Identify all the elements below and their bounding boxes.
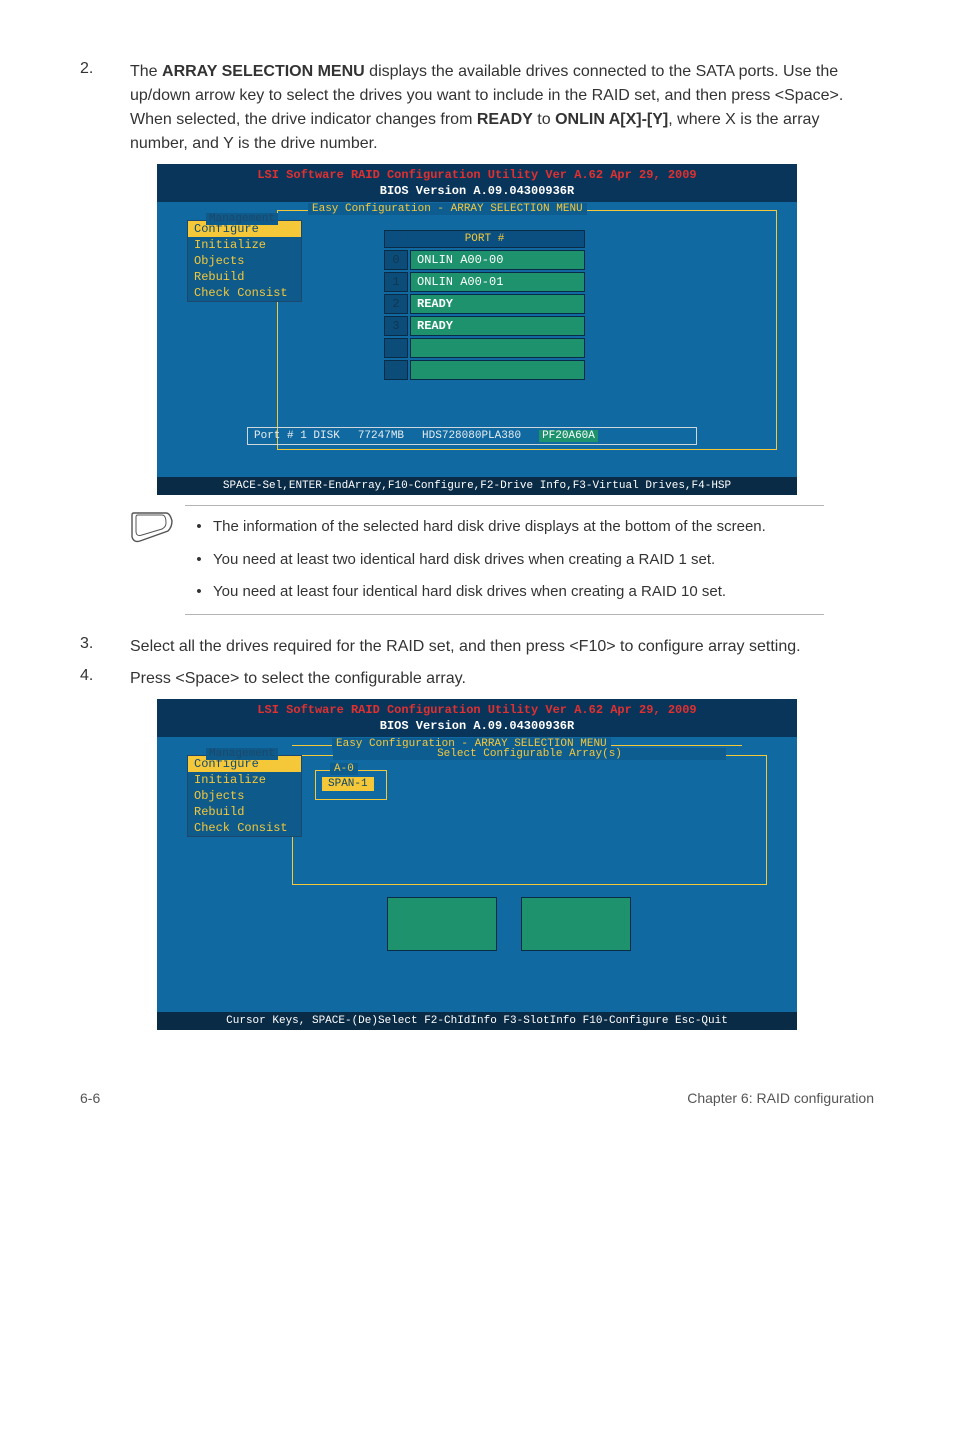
bios1-fieldset-title: Easy Configuration - ARRAY SELECTION MEN… bbox=[308, 203, 587, 215]
bios1-mgmt-menu: Management Configure Initialize Objects … bbox=[187, 220, 302, 302]
bios1-mgmt-3[interactable]: Rebuild bbox=[188, 269, 301, 285]
bios2-title-l2: BIOS Version A.09.04300936R bbox=[157, 718, 797, 734]
bios2-body: Easy Configuration - ARRAY SELECTION MEN… bbox=[157, 737, 797, 1012]
step-4-body: Press <Space> to select the configurable… bbox=[130, 667, 874, 691]
bios1-r2-val[interactable]: READY bbox=[410, 294, 585, 314]
bios1-r0-idx: 0 bbox=[384, 250, 408, 270]
step2-b2: READY bbox=[477, 111, 533, 128]
bios2-mgmt-2[interactable]: Objects bbox=[188, 788, 301, 804]
bios2-mgmt-title: Management bbox=[206, 748, 278, 760]
bios2-mgmt-menu: Management Configure Initialize Objects … bbox=[187, 755, 302, 837]
note-2: • You need at least two identical hard d… bbox=[185, 549, 824, 572]
bios2-title-bar: LSI Software RAID Configuration Utility … bbox=[157, 699, 797, 737]
step-2-num: 2. bbox=[80, 60, 130, 156]
bios2-box-2 bbox=[521, 897, 631, 951]
bios1-mgmt-1[interactable]: Initialize bbox=[188, 237, 301, 253]
page-footer-right: Chapter 6: RAID configuration bbox=[687, 1090, 874, 1106]
bullet-dot: • bbox=[185, 581, 213, 604]
bios1-disk-c2: 77247MB bbox=[358, 430, 404, 442]
step2-t1: The bbox=[130, 63, 162, 80]
note-icon bbox=[130, 505, 185, 615]
bios2-mgmt-3[interactable]: Rebuild bbox=[188, 804, 301, 820]
bios1-mgmt-2[interactable]: Objects bbox=[188, 253, 301, 269]
bios2-dialog: Select Configurable Array(s) A-0 SPAN-1 bbox=[292, 755, 767, 885]
bios1-r1-val[interactable]: ONLIN A00-01 bbox=[410, 272, 585, 292]
bios1-title-bar: LSI Software RAID Configuration Utility … bbox=[157, 164, 797, 202]
step2-b3: ONLIN A[X]-[Y] bbox=[555, 111, 668, 128]
step-4: 4. Press <Space> to select the configura… bbox=[80, 667, 874, 691]
bios2-a0-val: SPAN-1 bbox=[322, 777, 374, 791]
bios1-footer: SPACE-Sel,ENTER-EndArray,F10-Configure,F… bbox=[157, 477, 797, 495]
bios2-mgmt-4[interactable]: Check Consist bbox=[188, 820, 301, 836]
step2-t3: to bbox=[533, 111, 555, 128]
bios1-disk-c4: PF20A60A bbox=[539, 430, 598, 442]
step-3: 3. Select all the drives required for th… bbox=[80, 635, 874, 659]
bios1-port-table: PORT # 0ONLIN A00-00 1ONLIN A00-01 2READ… bbox=[382, 228, 587, 382]
bios1-title-l2: BIOS Version A.09.04300936R bbox=[157, 183, 797, 199]
bios1-disk-c3: HDS728080PLA380 bbox=[422, 430, 521, 442]
bios1-r1-idx: 1 bbox=[384, 272, 408, 292]
bios1-mgmt-4[interactable]: Check Consist bbox=[188, 285, 301, 301]
note-1-text: The information of the selected hard dis… bbox=[213, 516, 766, 539]
bios2-footer: Cursor Keys, SPACE-(De)Select F2-ChIdInf… bbox=[157, 1012, 797, 1030]
step2-b1: ARRAY SELECTION MENU bbox=[162, 63, 365, 80]
bios1-r4-val bbox=[410, 338, 585, 358]
bios1-r4-idx bbox=[384, 338, 408, 358]
bios2-dialog-title: Select Configurable Array(s) bbox=[333, 748, 726, 760]
step-2: 2. The ARRAY SELECTION MENU displays the… bbox=[80, 60, 874, 156]
bios2-empty-boxes bbox=[387, 897, 631, 951]
note-1: • The information of the selected hard d… bbox=[185, 516, 824, 539]
bullet-dot: • bbox=[185, 549, 213, 572]
step-2-body: The ARRAY SELECTION MENU displays the av… bbox=[130, 60, 874, 156]
bios2-a0-box[interactable]: A-0 SPAN-1 bbox=[315, 770, 387, 800]
note-3-text: You need at least four identical hard di… bbox=[213, 581, 726, 604]
bios1-disk-c1: Port # 1 DISK bbox=[254, 430, 340, 442]
step-4-num: 4. bbox=[80, 667, 130, 691]
bios1-r3-idx: 3 bbox=[384, 316, 408, 336]
bios1-port-header: PORT # bbox=[384, 230, 585, 248]
bios1-title-red: LSI Software RAID Configuration Utility … bbox=[157, 167, 797, 183]
bios-screenshot-1: LSI Software RAID Configuration Utility … bbox=[157, 164, 797, 495]
bios2-box-1 bbox=[387, 897, 497, 951]
bios1-r5-idx bbox=[384, 360, 408, 380]
note-block: • The information of the selected hard d… bbox=[130, 505, 824, 615]
bios-screenshot-2: LSI Software RAID Configuration Utility … bbox=[157, 699, 797, 1030]
page-footer-left: 6-6 bbox=[80, 1090, 100, 1106]
bios1-r3-val[interactable]: READY bbox=[410, 316, 585, 336]
bullet-dot: • bbox=[185, 516, 213, 539]
bios1-r0-val[interactable]: ONLIN A00-00 bbox=[410, 250, 585, 270]
bios1-body: Easy Configuration - ARRAY SELECTION MEN… bbox=[157, 202, 797, 477]
bios2-title-red: LSI Software RAID Configuration Utility … bbox=[157, 702, 797, 718]
step-3-num: 3. bbox=[80, 635, 130, 659]
bios1-r5-val bbox=[410, 360, 585, 380]
bios2-a0-title: A-0 bbox=[330, 763, 358, 775]
bios2-mgmt-1[interactable]: Initialize bbox=[188, 772, 301, 788]
bios1-r2-idx: 2 bbox=[384, 294, 408, 314]
note-2-text: You need at least two identical hard dis… bbox=[213, 549, 715, 572]
note-3: • You need at least four identical hard … bbox=[185, 581, 824, 604]
bios1-disk-bar: Port # 1 DISK 77247MB HDS728080PLA380 PF… bbox=[247, 427, 697, 445]
note-lines: • The information of the selected hard d… bbox=[185, 505, 824, 615]
step-3-body: Select all the drives required for the R… bbox=[130, 635, 874, 659]
page-footer: 6-6 Chapter 6: RAID configuration bbox=[80, 1090, 874, 1106]
bios1-mgmt-title: Management bbox=[206, 213, 278, 225]
